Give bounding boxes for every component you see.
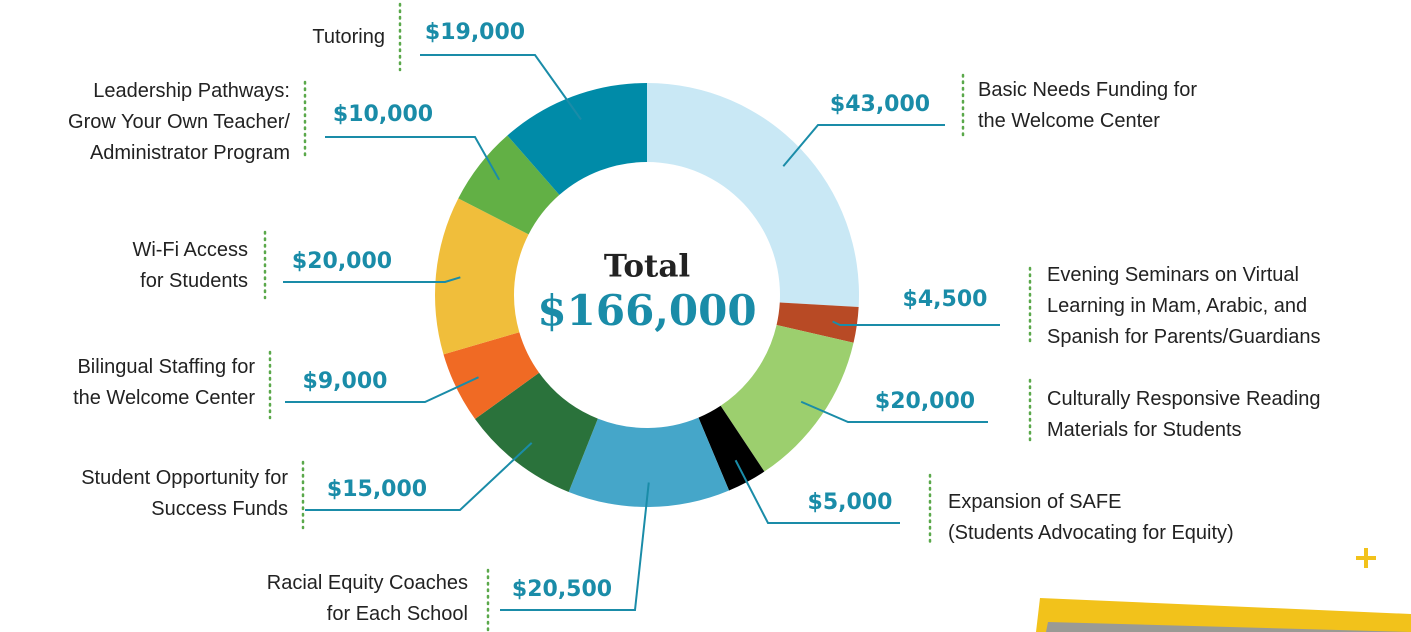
decor-plus [1356, 548, 1376, 568]
category-label: Expansion of SAFE (Students Advocating f… [948, 491, 1234, 544]
value-label: $43,000 [830, 92, 930, 117]
leader-line [285, 376, 479, 403]
value-label: $20,000 [875, 389, 975, 414]
value-label: $19,000 [425, 20, 525, 45]
category-label: Evening Seminars on Virtual Learning in … [1047, 264, 1321, 348]
center-total: $166,000 [537, 286, 756, 335]
value-label: $9,000 [303, 369, 388, 394]
category-label: Culturally Responsive Reading Materials … [1047, 388, 1321, 441]
leader-line [325, 136, 501, 181]
category-label: Basic Needs Funding for the Welcome Cent… [978, 79, 1198, 132]
decor-photo [1046, 622, 1411, 632]
leader-line [832, 320, 1000, 326]
leader-line [782, 124, 945, 167]
leader-line [305, 442, 533, 511]
donut-segment [435, 198, 529, 355]
value-label: $10,000 [333, 102, 433, 127]
decor-frame [1036, 598, 1411, 632]
donut-segment [507, 83, 647, 195]
value-label: $4,500 [903, 287, 988, 312]
category-label: Wi-Fi Access for Students [132, 239, 248, 292]
category-label: Bilingual Staffing for the Welcome Cente… [73, 356, 255, 409]
value-label: $20,500 [512, 577, 612, 602]
category-label: Tutoring [312, 26, 385, 48]
center-title: Total [604, 249, 690, 285]
leader-line [283, 276, 461, 283]
category-label: Student Opportunity for Success Funds [81, 467, 288, 520]
leader-line [420, 54, 582, 121]
donut-segment [720, 324, 854, 472]
value-label: $20,000 [292, 249, 392, 274]
leader-line [800, 400, 988, 423]
donut-segment [568, 417, 730, 507]
donut-segment [443, 332, 540, 419]
category-label: Racial Equity Coaches for Each School [266, 572, 468, 625]
value-label: $5,000 [808, 490, 893, 515]
donut-segment [475, 372, 598, 492]
donut-segment [776, 302, 859, 343]
donut-segment [647, 83, 859, 308]
leader-line [734, 459, 900, 524]
donut-segment [458, 135, 560, 235]
leader-line [500, 482, 650, 611]
category-label: Leadership Pathways: Grow Your Own Teach… [68, 80, 290, 164]
donut-segment [698, 405, 765, 491]
value-label: $15,000 [327, 477, 427, 502]
